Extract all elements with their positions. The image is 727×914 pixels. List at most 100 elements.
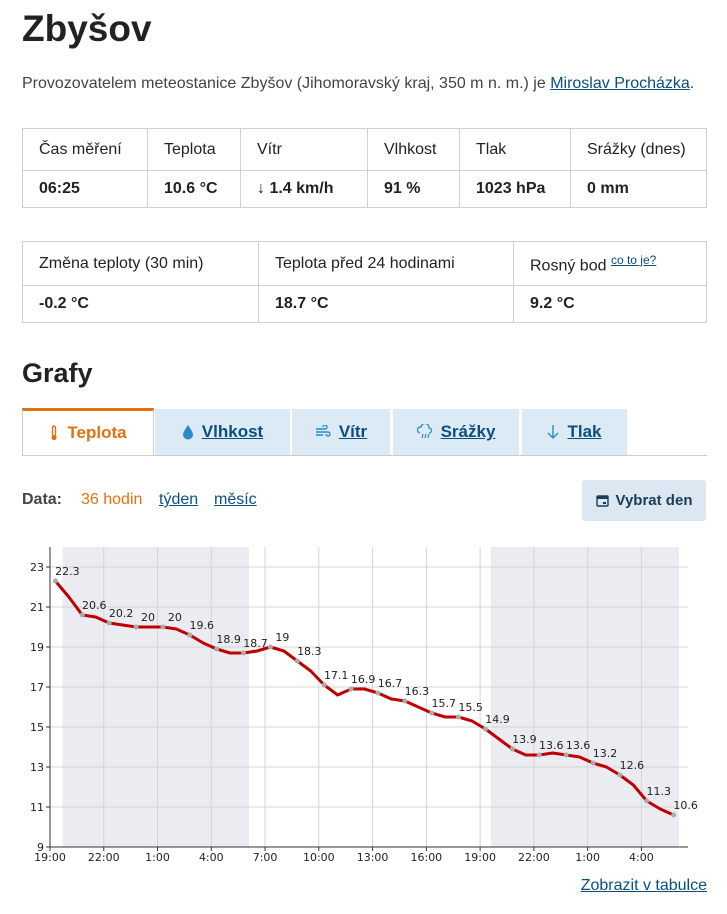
data-label: 17.1 xyxy=(324,669,349,682)
y-tick-label: 11 xyxy=(30,801,44,814)
value-cell: 91 % xyxy=(367,170,460,208)
point xyxy=(563,752,569,758)
point xyxy=(536,752,542,758)
tab[interactable]: Tlak xyxy=(522,409,627,455)
intro-end: . xyxy=(689,75,695,92)
data-label: 13.9 xyxy=(512,733,537,746)
data-label: 18.9 xyxy=(216,633,241,646)
pick-day-button[interactable]: Vybrat den xyxy=(582,480,706,521)
tab[interactable]: Vítr xyxy=(292,409,390,455)
tab-label: Srážky xyxy=(440,422,496,441)
x-tick-label: 1:00 xyxy=(145,851,170,864)
tab-label: Teplota xyxy=(67,423,127,442)
range-label: Data: xyxy=(22,491,63,508)
point xyxy=(671,812,677,818)
point xyxy=(644,798,650,804)
y-tick-label: 21 xyxy=(30,601,44,614)
header-cell: Rosný bod co to je? xyxy=(513,241,707,286)
chart: 9 11 13 15 17 19 21 23 19:00 22:00 1:00 4:00 7:00 10:… xyxy=(30,547,698,864)
night-band xyxy=(490,547,680,847)
y-tick-label: 9 xyxy=(37,841,44,854)
x-tick-label: 19:00 xyxy=(34,851,66,864)
intro: Provozovatelem meteostanice Zbyšov (Jiho… xyxy=(22,75,694,93)
point xyxy=(79,612,85,618)
point xyxy=(509,746,515,752)
x-tick-label: 22:00 xyxy=(88,851,120,864)
tab[interactable]: Srážky xyxy=(393,409,519,455)
range-option[interactable]: měsíc xyxy=(214,491,257,508)
point xyxy=(160,624,166,630)
point xyxy=(241,650,247,656)
x-tick-label: 19:00 xyxy=(464,851,496,864)
tab-divider xyxy=(22,455,707,456)
data-label: 20.2 xyxy=(109,607,134,620)
data-label: 20 xyxy=(168,611,182,624)
drop-icon xyxy=(182,425,193,440)
data-label: 11.3 xyxy=(647,785,672,798)
data-label: 13.6 xyxy=(539,739,564,752)
header-cell: Srážky (dnes) xyxy=(570,128,707,171)
page-title: Zbyšov xyxy=(22,8,152,49)
header-cell: Vítr xyxy=(240,128,368,171)
x-tick-label: 7:00 xyxy=(253,851,278,864)
point xyxy=(267,644,273,650)
x-tick-label: 16:00 xyxy=(410,851,442,864)
data-label: 13.6 xyxy=(566,739,591,752)
value-cell: 0 mm xyxy=(570,170,707,208)
point xyxy=(375,690,381,696)
value-cell: 10.6 °C xyxy=(147,170,241,208)
owner-link[interactable]: Miroslav Procházka xyxy=(550,75,690,92)
tab[interactable]: Vlhkost xyxy=(155,409,290,455)
y-tick-label: 15 xyxy=(30,721,44,734)
value-cell: ↓ 1.4 km/h xyxy=(240,170,368,208)
help-link[interactable]: co to je? xyxy=(610,252,657,267)
value-cell: 9.2 °C xyxy=(513,285,707,323)
data-label: 14.9 xyxy=(485,713,510,726)
header-text: Rosný bod xyxy=(530,257,607,275)
current-table: Čas měření Teplota Vítr Vlhkost Tlak Srá… xyxy=(22,128,707,208)
data-label: 22.3 xyxy=(55,565,80,578)
x-tick-label: 10:00 xyxy=(303,851,335,864)
x-tick-label: 13:00 xyxy=(357,851,389,864)
point xyxy=(482,726,488,732)
range-option[interactable]: týden xyxy=(159,491,199,508)
point xyxy=(402,698,408,704)
data-label: 13.2 xyxy=(593,747,618,760)
point xyxy=(617,772,623,778)
range-option[interactable]: 36 hodin xyxy=(81,491,143,508)
tab-label: Vlhkost xyxy=(201,422,264,441)
point xyxy=(187,632,193,638)
arrow-icon xyxy=(547,425,559,439)
data-label: 16.7 xyxy=(378,677,403,690)
x-tick-label: 4:00 xyxy=(629,851,654,864)
header-cell: Teplota před 24 hodinami xyxy=(258,241,514,286)
x-tick-label: 22:00 xyxy=(518,851,550,864)
data-label: 19.6 xyxy=(190,619,215,632)
intro-text: Provozovatelem meteostanice Zbyšov (Jiho… xyxy=(22,75,551,92)
tab[interactable]: Teplota xyxy=(22,408,154,455)
data-label: 19 xyxy=(275,631,289,644)
data-label: 18.7 xyxy=(243,637,268,650)
calendar-icon xyxy=(595,495,609,507)
y-tick-label: 23 xyxy=(30,561,44,574)
value-cell: 18.7 °C xyxy=(258,285,514,323)
data-label: 16.9 xyxy=(351,673,376,686)
tab-label: Tlak xyxy=(567,422,602,441)
value-cell: 1023 hPa xyxy=(459,170,571,208)
temperature-line xyxy=(54,580,675,817)
thermometer-icon xyxy=(51,425,58,441)
data-label: 20 xyxy=(141,611,155,624)
data-label: 15.5 xyxy=(458,701,483,714)
point xyxy=(294,658,300,664)
header-cell: Vlhkost xyxy=(367,128,460,171)
point xyxy=(106,620,112,626)
header-cell: Teplota xyxy=(147,128,241,171)
point xyxy=(214,646,220,652)
y-tick-label: 19 xyxy=(30,641,44,654)
value-cell: 06:25 xyxy=(22,170,148,208)
point xyxy=(321,682,327,688)
data-label: 20.6 xyxy=(82,599,107,612)
table-link[interactable]: Zobrazit v tabulce xyxy=(580,877,707,894)
header-cell: Čas měření xyxy=(22,128,148,171)
